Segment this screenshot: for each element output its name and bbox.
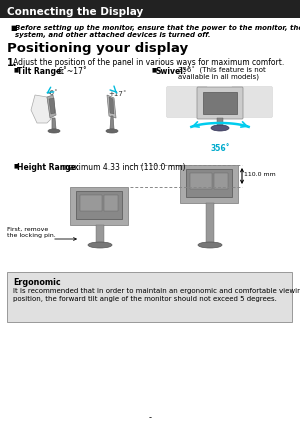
- Text: system, and other attached devices is turned off.: system, and other attached devices is tu…: [15, 32, 211, 38]
- Text: +17˚: +17˚: [109, 91, 127, 97]
- Text: Connecting the Display: Connecting the Display: [7, 7, 143, 17]
- Text: It is recommended that in order to maintain an ergonomic and comfortable viewing: It is recommended that in order to maint…: [13, 288, 300, 294]
- Text: -6˚: -6˚: [48, 90, 58, 96]
- Ellipse shape: [211, 125, 229, 131]
- Polygon shape: [107, 95, 116, 118]
- Text: Tilt Range:: Tilt Range:: [17, 67, 64, 76]
- Text: 1.: 1.: [7, 58, 17, 68]
- Polygon shape: [109, 97, 114, 114]
- FancyBboxPatch shape: [167, 86, 208, 117]
- Text: ■: ■: [152, 67, 157, 72]
- Text: ■: ■: [10, 25, 16, 31]
- Polygon shape: [52, 118, 56, 129]
- FancyBboxPatch shape: [232, 86, 272, 117]
- FancyBboxPatch shape: [180, 165, 238, 203]
- Text: Adjust the position of the panel in various ways for maximum comfort.: Adjust the position of the panel in vari…: [13, 58, 284, 67]
- FancyBboxPatch shape: [186, 169, 232, 197]
- Text: Height Range:: Height Range:: [17, 163, 79, 172]
- Ellipse shape: [48, 129, 60, 133]
- Polygon shape: [49, 98, 55, 114]
- FancyBboxPatch shape: [96, 225, 104, 243]
- FancyBboxPatch shape: [80, 195, 102, 211]
- Ellipse shape: [106, 129, 118, 133]
- Polygon shape: [110, 116, 114, 129]
- FancyBboxPatch shape: [190, 173, 212, 189]
- Text: ■: ■: [13, 67, 18, 72]
- Bar: [0, 0, 300, 18]
- FancyBboxPatch shape: [217, 118, 223, 126]
- Polygon shape: [47, 95, 56, 118]
- Ellipse shape: [88, 242, 112, 248]
- FancyBboxPatch shape: [76, 191, 122, 219]
- Text: ■: ■: [13, 163, 18, 168]
- Ellipse shape: [198, 242, 222, 248]
- Polygon shape: [31, 95, 51, 123]
- Text: First, remove
the locking pin.: First, remove the locking pin.: [7, 227, 56, 238]
- Text: -6˚~17˚: -6˚~17˚: [53, 67, 87, 76]
- Text: maximum 4.33 inch (110.0 mm): maximum 4.33 inch (110.0 mm): [62, 163, 185, 172]
- Text: Ergonomic: Ergonomic: [13, 278, 61, 287]
- Text: 110.0 mm: 110.0 mm: [244, 171, 276, 176]
- FancyBboxPatch shape: [206, 203, 214, 243]
- Text: 356˚: 356˚: [210, 144, 230, 153]
- FancyBboxPatch shape: [197, 87, 243, 119]
- FancyBboxPatch shape: [7, 272, 292, 322]
- Text: 356˚  (This feature is not: 356˚ (This feature is not: [178, 67, 266, 74]
- FancyBboxPatch shape: [104, 195, 118, 211]
- FancyBboxPatch shape: [214, 173, 228, 189]
- FancyBboxPatch shape: [70, 187, 128, 225]
- FancyBboxPatch shape: [203, 92, 237, 114]
- Text: -: -: [148, 413, 152, 422]
- Text: available in all models): available in all models): [178, 73, 259, 80]
- Text: Before setting up the monitor, ensure that the power to the monitor, the compute: Before setting up the monitor, ensure th…: [15, 25, 300, 31]
- Text: Positioning your display: Positioning your display: [7, 42, 188, 55]
- Text: position, the forward tilt angle of the monitor should not exceed 5 degrees.: position, the forward tilt angle of the …: [13, 296, 277, 302]
- Text: Swivel:: Swivel:: [156, 67, 187, 76]
